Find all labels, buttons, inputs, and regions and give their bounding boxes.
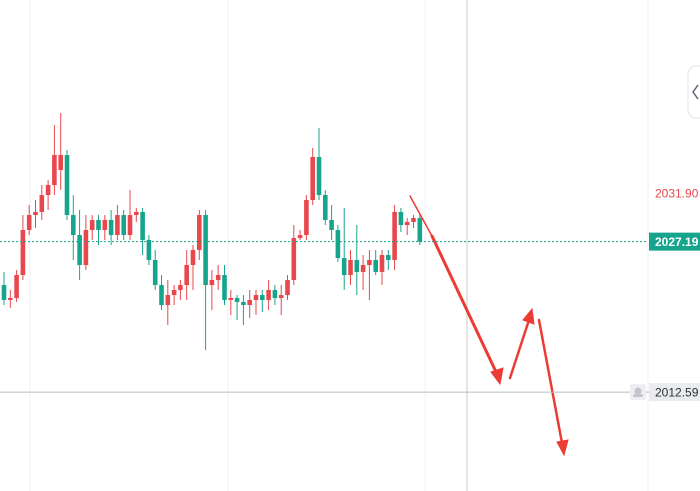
candle-body [379,255,385,272]
time-grid [29,0,649,491]
candle-body [45,185,51,196]
candle-body [190,249,196,266]
candle-body [222,275,227,300]
candle-body [417,218,423,242]
candle-body [26,215,32,230]
candle-body [310,157,315,200]
price-label-box [649,232,700,251]
candle-body [197,215,202,250]
candle-body [354,259,360,272]
arrow-line [537,318,564,445]
candle-body [64,155,70,216]
candle-body [316,157,322,196]
candle-body [121,215,126,236]
candle-body [247,299,252,306]
alert-icon [634,387,642,395]
candle-body [58,155,63,170]
candle-body [291,238,297,280]
candle-body [411,218,416,222]
candle-body [398,211,404,226]
candle-body [329,219,334,230]
collapse-button-bg[interactable] [687,65,700,119]
candle-body [266,289,271,300]
candle-body [373,259,378,272]
candle-body [203,215,208,286]
candle-body [102,219,108,230]
arrow-head [490,367,504,386]
candle-body [278,295,284,299]
price-label: 2031.90 [655,186,699,200]
chevron-icon [692,84,699,100]
collapse-button[interactable] [687,65,700,119]
candle-body [83,229,89,266]
candle-body [89,219,95,230]
candle-body [323,195,328,220]
candle-body [348,259,353,276]
candle-body [341,258,347,276]
candle-body [260,295,265,300]
arrow-line [409,195,433,237]
candle-body [8,298,13,300]
arrow-head [522,307,535,325]
arrow-line [508,318,531,380]
candle-body [272,289,278,299]
alert-icon [633,394,643,398]
candle-body [115,215,120,236]
annotation-arrows [409,195,569,457]
arrow-head [556,439,569,457]
candle-body [140,211,145,240]
candle-body [184,265,189,286]
candle-body [209,279,215,286]
candle-body [171,289,177,296]
candle-body [165,295,171,306]
candle-body [386,255,391,260]
candle-body [71,215,76,236]
candle-body [367,259,372,266]
candle-body [241,301,246,306]
candle-body [159,285,164,306]
candle-body [96,219,101,230]
candle-body [152,259,158,286]
candle-body [178,285,183,290]
candle-body [134,211,139,216]
candle-body [253,295,259,300]
candle-body [14,275,19,299]
candle-body [285,279,290,296]
arrow-line [430,234,499,376]
price-label-box [649,383,700,402]
candle-body [304,199,309,236]
candle-body [108,219,114,236]
candle-body [1,285,7,300]
candle-body [234,298,240,302]
candle-body [77,235,82,266]
candle-body [335,229,341,259]
candle-body [228,298,234,300]
plot [1,112,423,350]
price-label: 2012.59 [655,385,699,399]
candle-body [39,195,45,212]
candle-body [33,211,38,216]
candle-body [127,215,133,236]
candle-body [215,275,221,280]
candle-body [297,235,303,239]
candle-body [52,155,57,186]
price-label: 2027.19 [655,235,699,249]
candle-body [360,265,366,272]
candle-body [404,221,410,226]
candle-body [392,211,397,260]
candle-body [146,239,152,260]
candle-body [20,229,26,276]
